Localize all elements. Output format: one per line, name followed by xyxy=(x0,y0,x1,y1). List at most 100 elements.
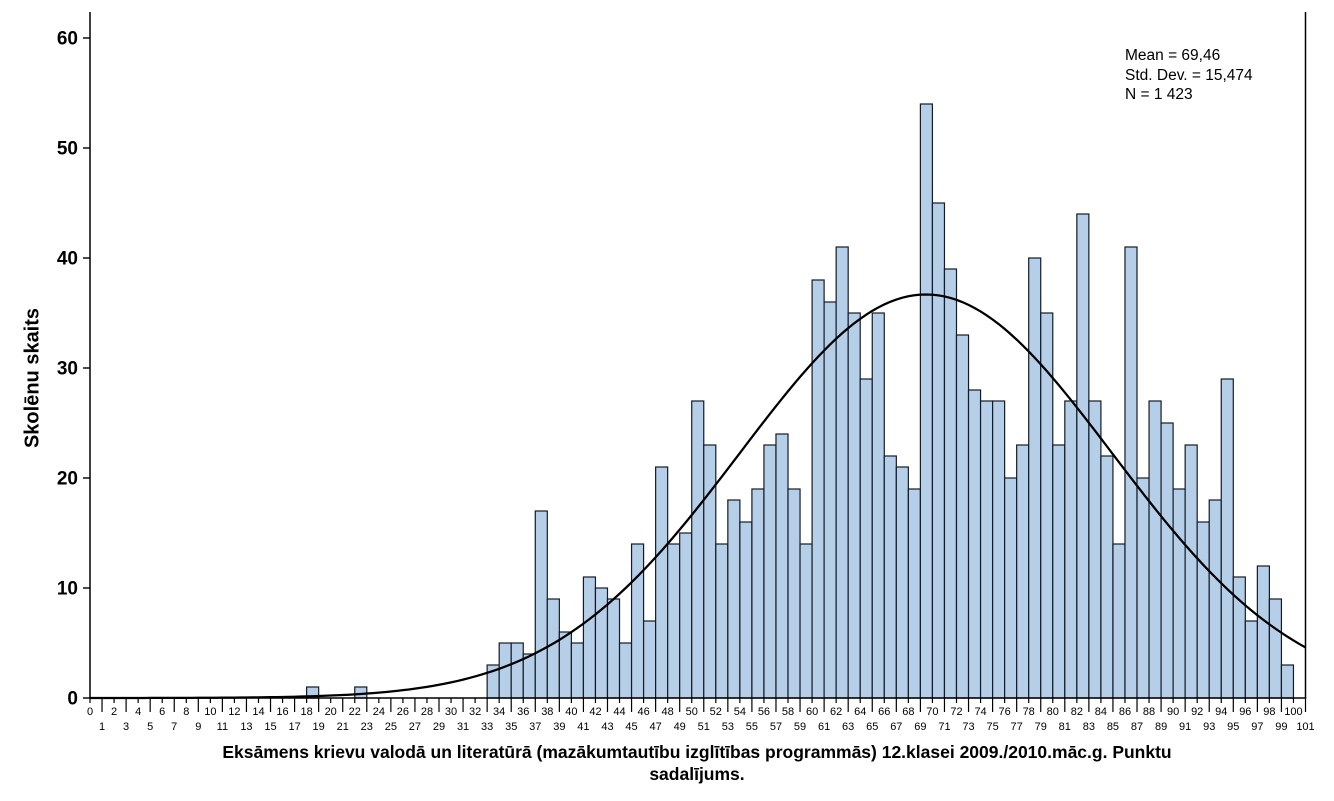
histogram-bar-56 xyxy=(763,444,777,699)
x-tick-label-10: 10 xyxy=(204,706,216,718)
histogram-bar-80 xyxy=(1052,444,1066,699)
histogram-bar-94 xyxy=(1220,378,1234,699)
histogram-bar-99 xyxy=(1280,664,1295,699)
x-tick-label-40: 40 xyxy=(565,706,577,718)
normal-curve xyxy=(90,293,1307,700)
x-tick-label-32: 32 xyxy=(469,706,481,718)
histogram-bar-89 xyxy=(1160,422,1174,699)
x-tick-label-19: 19 xyxy=(313,721,325,733)
x-tick-label-7: 7 xyxy=(171,721,177,733)
x-tick-label-6: 6 xyxy=(159,706,165,718)
x-tick-label-12: 12 xyxy=(228,706,240,718)
x-tick-label-47: 47 xyxy=(650,721,662,733)
histogram-bar-87 xyxy=(1136,477,1150,699)
histogram-bar-42 xyxy=(594,587,609,699)
histogram-bar-57 xyxy=(775,433,789,699)
x-tick-label-66: 66 xyxy=(878,706,890,718)
x-tick-label-56: 56 xyxy=(758,706,770,718)
x-tick-label-78: 78 xyxy=(1023,706,1035,718)
x-tick-label-51: 51 xyxy=(698,721,710,733)
x-tick-label-53: 53 xyxy=(722,721,734,733)
x-tick-label-91: 91 xyxy=(1179,721,1191,733)
x-tick-label-9: 9 xyxy=(195,721,201,733)
x-tick-label-59: 59 xyxy=(794,721,806,733)
histogram-bar-76 xyxy=(1004,477,1018,699)
x-tick-label-58: 58 xyxy=(782,706,794,718)
stat-std-dev: Std. Dev. = 15,474 xyxy=(1125,66,1253,84)
histogram-bar-60 xyxy=(811,279,825,699)
stats-box: Mean = 69,46 Std. Dev. = 15,474 N = 1 42… xyxy=(1125,46,1253,105)
y-tick-label-60: 60 xyxy=(57,29,78,50)
histogram-bar-90 xyxy=(1172,488,1186,699)
x-tick-label-63: 63 xyxy=(842,721,854,733)
x-tick-label-30: 30 xyxy=(445,706,457,718)
x-tick-label-26: 26 xyxy=(397,706,409,718)
x-tick-label-35: 35 xyxy=(505,721,517,733)
x-axis-title-line1: Eksāmens krievu valodā un literatūrā (ma… xyxy=(222,742,1172,762)
histogram-bar-75 xyxy=(991,400,1006,699)
x-tick-label-92: 92 xyxy=(1191,706,1203,718)
x-tick-label-38: 38 xyxy=(541,706,553,718)
histogram-bar-55 xyxy=(751,488,765,699)
histogram-bar-53 xyxy=(727,499,741,699)
x-axis-title-line2: sadalījums. xyxy=(649,764,745,784)
histogram-bar-85 xyxy=(1112,543,1126,699)
histogram-bar-43 xyxy=(606,598,621,699)
histogram-bar-73 xyxy=(967,389,982,699)
x-tick-label-94: 94 xyxy=(1215,706,1227,718)
x-tick-label-3: 3 xyxy=(123,721,129,733)
x-tick-label-15: 15 xyxy=(264,721,276,733)
y-tick-label-30: 30 xyxy=(57,359,78,380)
x-tick-label-44: 44 xyxy=(613,706,625,718)
histogram-bar-88 xyxy=(1148,400,1162,699)
x-tick-label-84: 84 xyxy=(1095,706,1107,718)
x-tick-label-61: 61 xyxy=(818,721,830,733)
x-tick-label-34: 34 xyxy=(493,706,505,718)
x-tick-label-96: 96 xyxy=(1239,706,1251,718)
x-tick-label-77: 77 xyxy=(1011,721,1023,733)
x-tick-label-100: 100 xyxy=(1284,706,1302,718)
histogram-bar-39 xyxy=(558,631,572,699)
histogram-bar-92 xyxy=(1196,521,1210,699)
histogram-bar-49 xyxy=(679,532,693,699)
histogram-bar-98 xyxy=(1268,598,1283,699)
x-tick-label-4: 4 xyxy=(135,706,141,718)
y-tick-label-10: 10 xyxy=(57,579,78,600)
x-tick-label-60: 60 xyxy=(806,706,818,718)
x-tick-label-67: 67 xyxy=(890,721,902,733)
histogram-bar-77 xyxy=(1016,444,1030,699)
x-tick-label-101: 101 xyxy=(1296,721,1314,733)
x-tick-label-95: 95 xyxy=(1227,721,1239,733)
histogram-bar-83 xyxy=(1088,400,1102,699)
x-tick-label-52: 52 xyxy=(710,706,722,718)
x-tick-label-62: 62 xyxy=(830,706,842,718)
histogram-bar-48 xyxy=(667,543,681,699)
histogram-bar-62 xyxy=(835,246,849,699)
x-tick-label-49: 49 xyxy=(674,721,686,733)
histogram-bar-63 xyxy=(847,312,861,699)
histogram-bar-36 xyxy=(522,653,536,699)
x-tick-label-39: 39 xyxy=(553,721,565,733)
x-tick-label-11: 11 xyxy=(217,721,228,733)
x-tick-label-79: 79 xyxy=(1035,721,1047,733)
x-tick-label-45: 45 xyxy=(625,721,637,733)
x-tick-label-5: 5 xyxy=(147,721,153,733)
y-tick-label-40: 40 xyxy=(57,249,78,270)
x-axis-title: Eksāmens krievu valodā un literatūrā (ma… xyxy=(60,741,1334,785)
x-tick-label-81: 81 xyxy=(1059,721,1071,733)
stat-mean: Mean = 69,46 xyxy=(1125,47,1221,64)
x-tick-label-17: 17 xyxy=(288,721,300,733)
x-tick-label-55: 55 xyxy=(746,721,758,733)
x-tick-label-50: 50 xyxy=(686,706,698,718)
histogram-bar-84 xyxy=(1100,455,1114,699)
x-tick-label-33: 33 xyxy=(481,721,493,733)
histogram-bar-78 xyxy=(1028,257,1042,699)
y-tick-label-0: 0 xyxy=(67,689,78,710)
histogram-bar-22 xyxy=(354,686,368,699)
histogram-bar-58 xyxy=(787,488,801,699)
x-tick-label-83: 83 xyxy=(1083,721,1095,733)
histogram-bar-70 xyxy=(931,202,946,699)
histogram-bar-51 xyxy=(703,444,717,699)
